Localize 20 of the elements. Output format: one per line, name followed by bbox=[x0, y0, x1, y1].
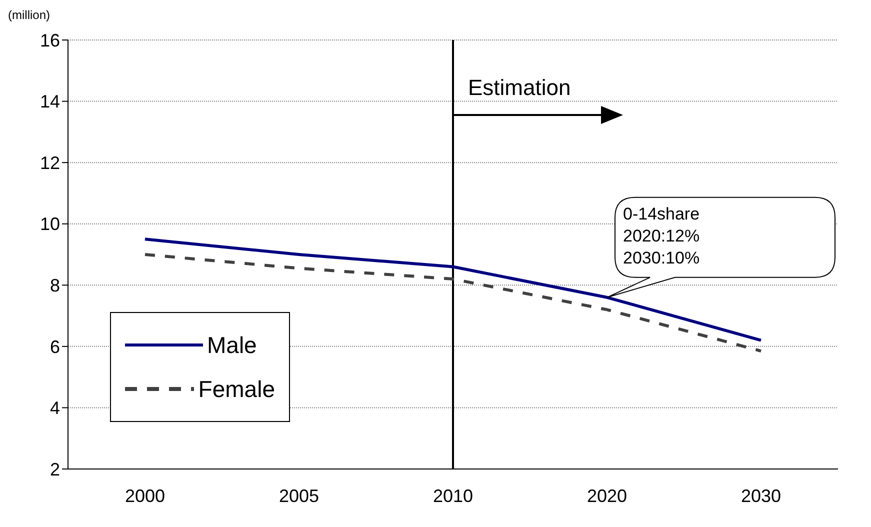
x-tick-label: 2005 bbox=[278, 486, 320, 506]
y-tick-label: 16 bbox=[40, 30, 60, 50]
line-series bbox=[144, 253, 762, 353]
callout: 0-14share 2020:12% 2030:10% bbox=[606, 196, 836, 298]
y-tick-label: 8 bbox=[50, 276, 60, 296]
y-tick-label: 12 bbox=[40, 152, 60, 173]
y-tick-label: 4 bbox=[50, 398, 60, 418]
ref-line-label: Estimation bbox=[468, 75, 571, 100]
x-tick-label: 2020 bbox=[586, 486, 628, 506]
y-tick-label: 10 bbox=[40, 214, 60, 234]
y-tick-label: 2 bbox=[50, 459, 60, 480]
y-tick-label: 6 bbox=[50, 336, 60, 357]
x-tick-label: 2030 bbox=[740, 486, 782, 506]
legend-label: Female bbox=[198, 376, 275, 402]
annotation: 0-14share 2020:12% 2030:10% bbox=[623, 204, 700, 268]
x-tick-label: 2010 bbox=[432, 486, 474, 506]
y-tick-label: 14 bbox=[40, 92, 60, 112]
x-tick-label: 2000 bbox=[124, 486, 166, 506]
legend-label: Male bbox=[207, 332, 257, 358]
y-axis-title: (million) bbox=[8, 8, 50, 22]
